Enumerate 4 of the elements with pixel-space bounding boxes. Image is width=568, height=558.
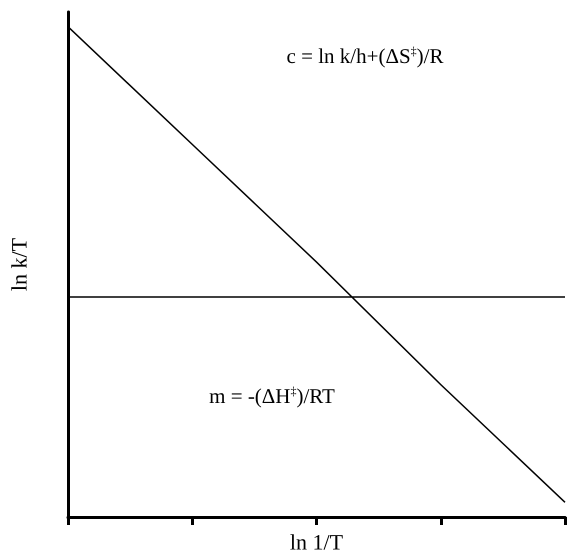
annotation: m = -(ΔH‡)/RT — [209, 384, 336, 408]
y-axis-title: ln k/T — [6, 237, 32, 292]
annotation: c = ln k/h+(ΔS‡)/R — [286, 44, 444, 68]
x-axis-title: ln 1/T — [290, 530, 344, 554]
